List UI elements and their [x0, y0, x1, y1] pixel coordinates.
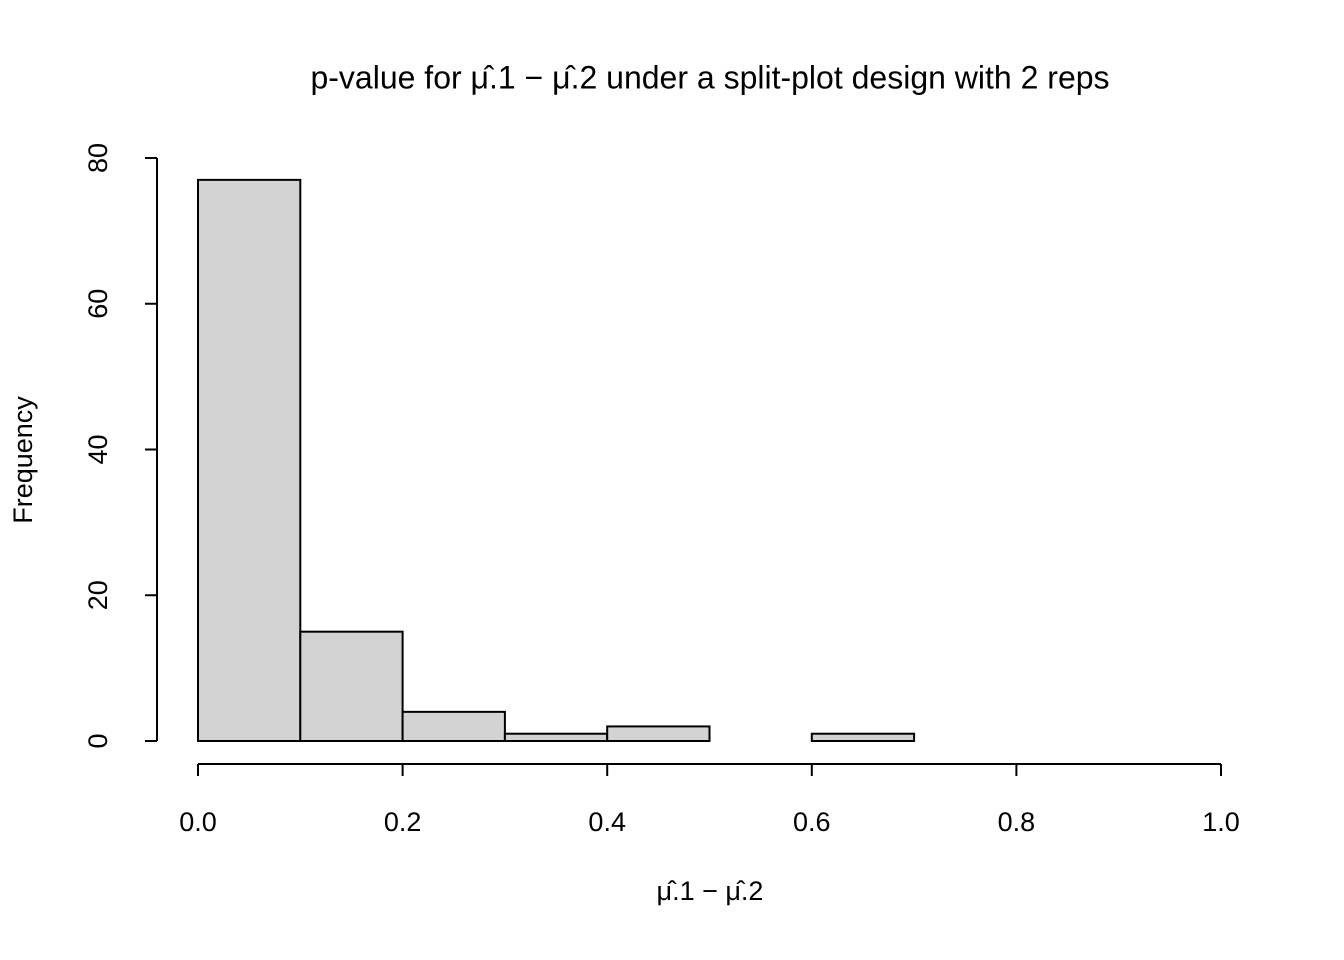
y-tick-label: 40: [83, 434, 113, 464]
histogram-bar: [606, 725, 711, 742]
y-tick-label: 60: [83, 289, 113, 319]
x-axis-label: μ̂.1 − μ̂.2: [657, 876, 764, 906]
x-tick-label: 0.4: [588, 807, 626, 837]
histogram-bar: [197, 178, 302, 743]
y-tick-label: 0: [83, 733, 113, 748]
histogram-bar: [503, 732, 609, 743]
y-axis-label: Frequency: [8, 396, 38, 524]
x-tick-label: 0.0: [179, 807, 217, 837]
histogram-bar: [401, 710, 506, 742]
x-tick-label: 0.6: [793, 807, 831, 837]
x-tick-label: 0.2: [384, 807, 422, 837]
x-tick-label: 1.0: [1202, 807, 1240, 837]
chart-title: p-value for μ̂.1 − μ̂.2 under a split-pl…: [310, 59, 1109, 95]
y-tick-label: 20: [83, 580, 113, 610]
y-tick-label: 80: [83, 143, 113, 173]
histogram-bar: [299, 630, 404, 742]
histogram-bar: [810, 732, 916, 743]
x-tick-label: 0.8: [998, 807, 1036, 837]
